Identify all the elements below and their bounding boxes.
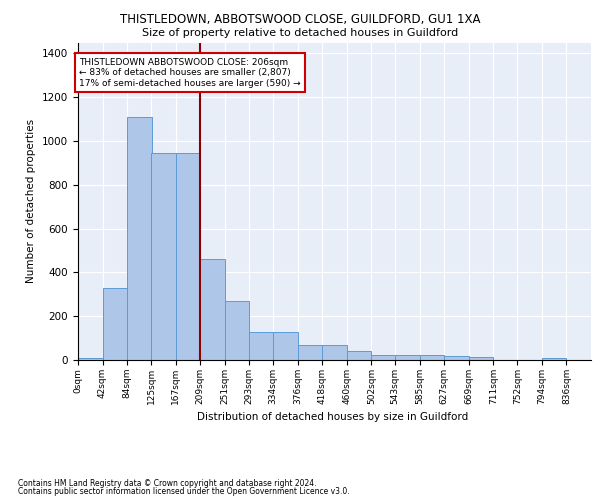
Bar [298,344,322,360]
Bar [371,354,396,360]
Bar [249,332,274,360]
Bar [445,356,469,360]
Text: THISTLEDOWN ABBOTSWOOD CLOSE: 206sqm
← 83% of detached houses are smaller (2,807: THISTLEDOWN ABBOTSWOOD CLOSE: 206sqm ← 8… [79,58,301,88]
Bar [176,153,200,360]
Bar [322,344,347,360]
Bar [469,356,493,360]
Bar [420,354,445,360]
Bar [78,358,103,360]
Text: Size of property relative to detached houses in Guildford: Size of property relative to detached ho… [142,28,458,38]
Text: Contains public sector information licensed under the Open Government Licence v3: Contains public sector information licen… [18,487,350,496]
Bar [542,358,566,360]
Bar [151,153,176,360]
Bar [273,332,298,360]
Text: Contains HM Land Registry data © Crown copyright and database right 2024.: Contains HM Land Registry data © Crown c… [18,478,317,488]
Bar [395,354,420,360]
Bar [224,301,249,360]
Bar [347,351,371,360]
Bar [200,260,224,360]
Bar [127,117,152,360]
Text: THISTLEDOWN, ABBOTSWOOD CLOSE, GUILDFORD, GU1 1XA: THISTLEDOWN, ABBOTSWOOD CLOSE, GUILDFORD… [120,12,480,26]
Bar [103,288,127,360]
Y-axis label: Number of detached properties: Number of detached properties [26,119,37,284]
Text: Distribution of detached houses by size in Guildford: Distribution of detached houses by size … [197,412,469,422]
